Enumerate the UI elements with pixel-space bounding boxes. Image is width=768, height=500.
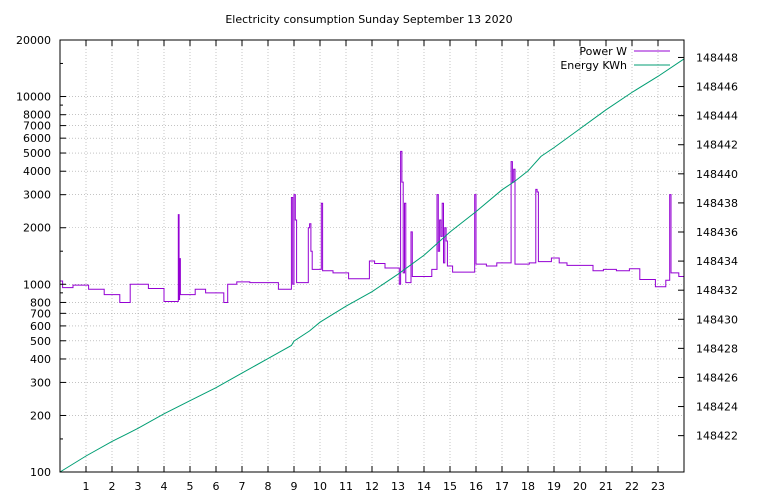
y-left-tick-label: 3000	[23, 189, 51, 202]
x-tick-label: 5	[187, 480, 194, 493]
y-right-tick-label: 148424	[696, 401, 738, 414]
y-right-tick-label: 148436	[696, 226, 738, 239]
y-right-tick-label: 148422	[696, 430, 738, 443]
x-tick-label: 12	[365, 480, 379, 493]
y-right-tick-label: 148430	[696, 313, 738, 326]
x-tick-label: 15	[443, 480, 457, 493]
x-tick-label: 6	[213, 480, 220, 493]
y-right-tick-label: 148444	[696, 110, 738, 123]
y-left-tick-label: 10000	[16, 91, 51, 104]
y-left-tick-label: 200	[30, 409, 51, 422]
y-left-tick-label: 7000	[23, 120, 51, 133]
y-left-tick-label: 1000	[23, 278, 51, 291]
series-line-energy	[59, 58, 685, 473]
y-left-tick-label: 500	[30, 335, 51, 348]
x-axis: 1 2 3 4 5 6 7 8 9 10 11 12 13 14 15 16 17 18 19 20 21 22 23	[83, 40, 665, 493]
y-left-tick-label: 700	[30, 307, 51, 320]
y-axis-right: 148422 148424 148426 148428 148430 148432 1484…	[678, 51, 738, 443]
x-tick-label: 13	[391, 480, 405, 493]
x-tick-label: 22	[625, 480, 639, 493]
y-left-tick-label: 400	[30, 353, 51, 366]
grid-lines	[60, 39, 684, 473]
x-tick-label: 16	[469, 480, 483, 493]
y-left-tick-label: 2000	[23, 222, 51, 235]
y-right-tick-label: 148432	[696, 284, 738, 297]
x-tick-label: 23	[651, 480, 665, 493]
y-right-tick-label: 148428	[696, 342, 738, 355]
x-tick-label: 9	[291, 480, 298, 493]
x-tick-label: 17	[495, 480, 509, 493]
y-right-tick-label: 148434	[696, 255, 738, 268]
y-right-tick-label: 148438	[696, 197, 738, 210]
legend: Power W Energy KWh	[560, 45, 670, 72]
legend-label-energy: Energy KWh	[560, 59, 627, 72]
y-right-tick-label: 148440	[696, 168, 738, 181]
x-tick-label: 7	[239, 480, 246, 493]
y-left-tick-label: 6000	[23, 132, 51, 145]
x-tick-label: 20	[573, 480, 587, 493]
y-left-tick-label: 100	[30, 466, 51, 479]
x-tick-label: 1	[83, 480, 90, 493]
y-right-tick-label: 148446	[696, 81, 738, 94]
y-left-tick-label: 5000	[23, 147, 51, 160]
x-tick-label: 4	[161, 480, 168, 493]
y-right-tick-label: 148426	[696, 371, 738, 384]
y-right-tick-label: 148448	[696, 51, 738, 64]
y-left-tick-label: 300	[30, 376, 51, 389]
x-tick-label: 18	[521, 480, 535, 493]
x-tick-label: 11	[339, 480, 353, 493]
series-line-power	[60, 150, 684, 303]
y-left-tick-label: 4000	[23, 165, 51, 178]
x-tick-label: 10	[313, 480, 327, 493]
x-tick-label: 2	[109, 480, 116, 493]
legend-label-power: Power W	[579, 45, 627, 58]
x-tick-label: 3	[135, 480, 142, 493]
plot-area	[59, 58, 685, 473]
chart-title: Electricity consumption Sunday September…	[225, 13, 512, 26]
y-left-tick-label: 8000	[23, 109, 51, 122]
x-tick-label: 21	[599, 480, 613, 493]
x-tick-label: 14	[417, 480, 431, 493]
y-left-tick-label: 600	[30, 320, 51, 333]
y-right-tick-label: 148442	[696, 139, 738, 152]
y-left-tick-label: 800	[30, 296, 51, 309]
y-left-tick-label: 20000	[16, 34, 51, 47]
x-tick-label: 8	[265, 480, 272, 493]
x-tick-label: 19	[547, 480, 561, 493]
